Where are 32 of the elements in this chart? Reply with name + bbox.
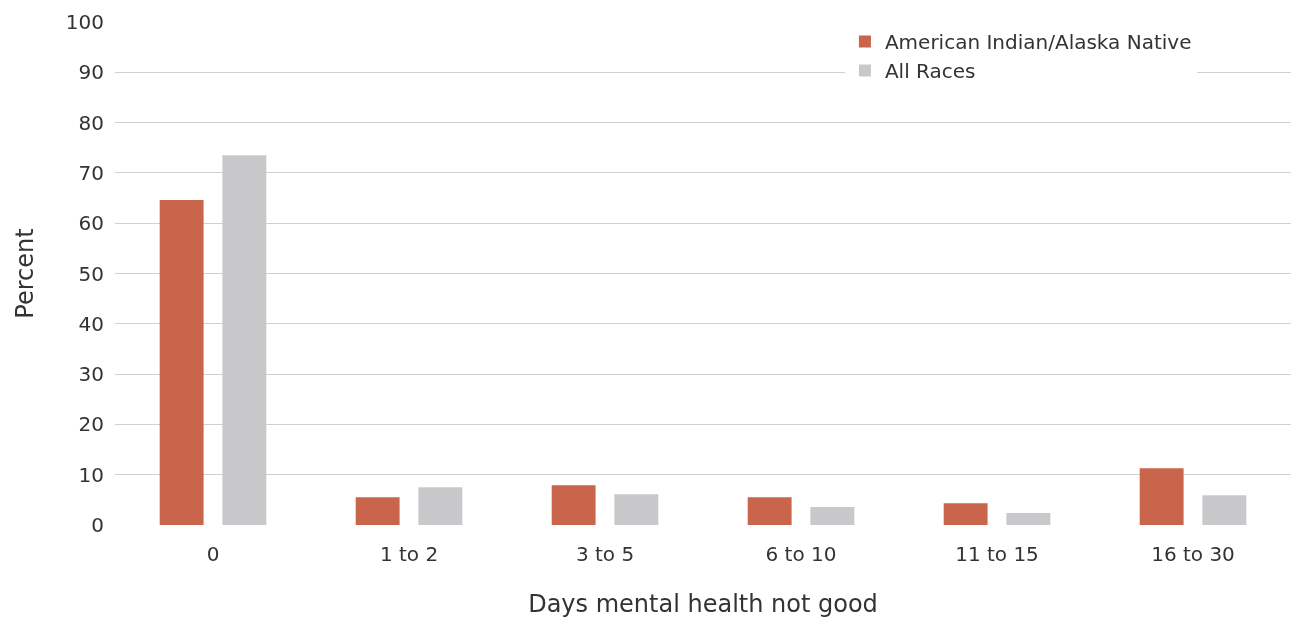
x-axis-title: Days mental health not good <box>528 590 878 619</box>
y-tick-label: 20 <box>78 412 104 437</box>
y-tick-label: 60 <box>78 211 104 236</box>
y-tick-label: 100 <box>65 10 104 34</box>
x-tick-label: 11 to 15 <box>955 542 1039 566</box>
bar <box>1139 468 1184 525</box>
y-tick-label: 70 <box>78 160 104 185</box>
bar <box>943 503 988 525</box>
y-axis-title: Percent <box>10 228 39 319</box>
bar <box>159 200 204 525</box>
x-tick-label: 16 to 30 <box>1151 542 1235 566</box>
bar <box>614 494 659 525</box>
legend-label: American Indian/Alaska Native <box>884 30 1192 55</box>
x-tick-label: 1 to 2 <box>379 542 439 566</box>
y-tick-label: 90 <box>78 60 104 85</box>
bar <box>355 497 400 525</box>
x-tick-label: 3 to 5 <box>575 542 635 566</box>
bar <box>1006 512 1051 525</box>
y-tick-label: 30 <box>78 362 104 387</box>
bar <box>418 487 463 525</box>
x-tick-label: 6 to 10 <box>765 542 837 566</box>
bar <box>810 506 855 525</box>
y-tick-label: 0 <box>91 513 104 537</box>
bar <box>747 497 792 525</box>
y-tick-label: 50 <box>78 261 104 286</box>
y-tick-label: 80 <box>78 110 104 135</box>
y-tick-label: 10 <box>78 462 104 487</box>
x-tick-label: 0 <box>206 542 220 566</box>
legend-label: All Races <box>884 59 976 84</box>
y-tick-label: 40 <box>78 311 104 336</box>
bar <box>1202 495 1247 525</box>
bar <box>551 485 596 525</box>
